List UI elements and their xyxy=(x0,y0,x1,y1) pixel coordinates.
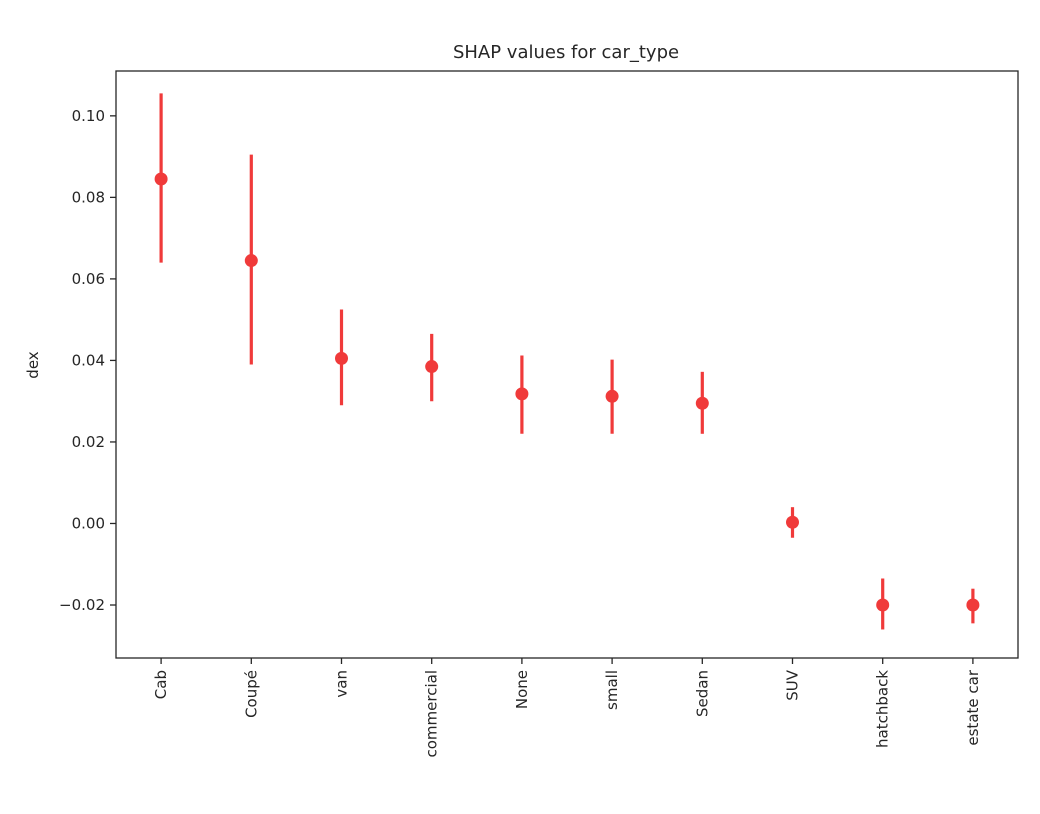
y-axis-title: dex xyxy=(24,351,42,378)
x-tick-label: van xyxy=(333,670,351,698)
y-tick-label: 0.02 xyxy=(72,433,105,451)
x-tick-label: commercial xyxy=(423,670,441,758)
data-point xyxy=(605,389,619,403)
x-tick-label: Cab xyxy=(152,670,170,699)
plot-frame xyxy=(115,70,1019,659)
data-point xyxy=(335,351,348,365)
data-point xyxy=(154,172,168,186)
x-tick-label: small xyxy=(603,670,621,710)
data-point xyxy=(876,598,890,612)
data-point xyxy=(966,598,980,612)
x-tick-label: estate car xyxy=(964,669,982,745)
x-tick-label: None xyxy=(513,670,531,709)
y-tick-label: 0.04 xyxy=(72,351,105,369)
plot-area: −0.02 0.00 0.02 0.04 0.06 0.08 0.10 Cab Coupé van… xyxy=(59,70,1019,758)
x-tick-label: Coupé xyxy=(242,670,260,718)
chart-title: SHAP values for car_type xyxy=(453,42,679,63)
data-point xyxy=(244,254,258,268)
data-point xyxy=(425,360,439,374)
x-tick-label: Sedan xyxy=(693,670,711,717)
x-tick-label: hatchback xyxy=(874,670,892,748)
y-tick-label: 0.10 xyxy=(72,107,105,125)
y-tick-label: 0.00 xyxy=(72,514,105,532)
data-point xyxy=(695,396,709,410)
data-point xyxy=(515,387,529,401)
y-tick-label: −0.02 xyxy=(59,596,105,614)
y-tick-label: 0.08 xyxy=(72,188,105,206)
y-tick-label: 0.06 xyxy=(72,270,105,288)
data-point xyxy=(786,515,799,529)
x-tick-label: SUV xyxy=(784,669,802,701)
